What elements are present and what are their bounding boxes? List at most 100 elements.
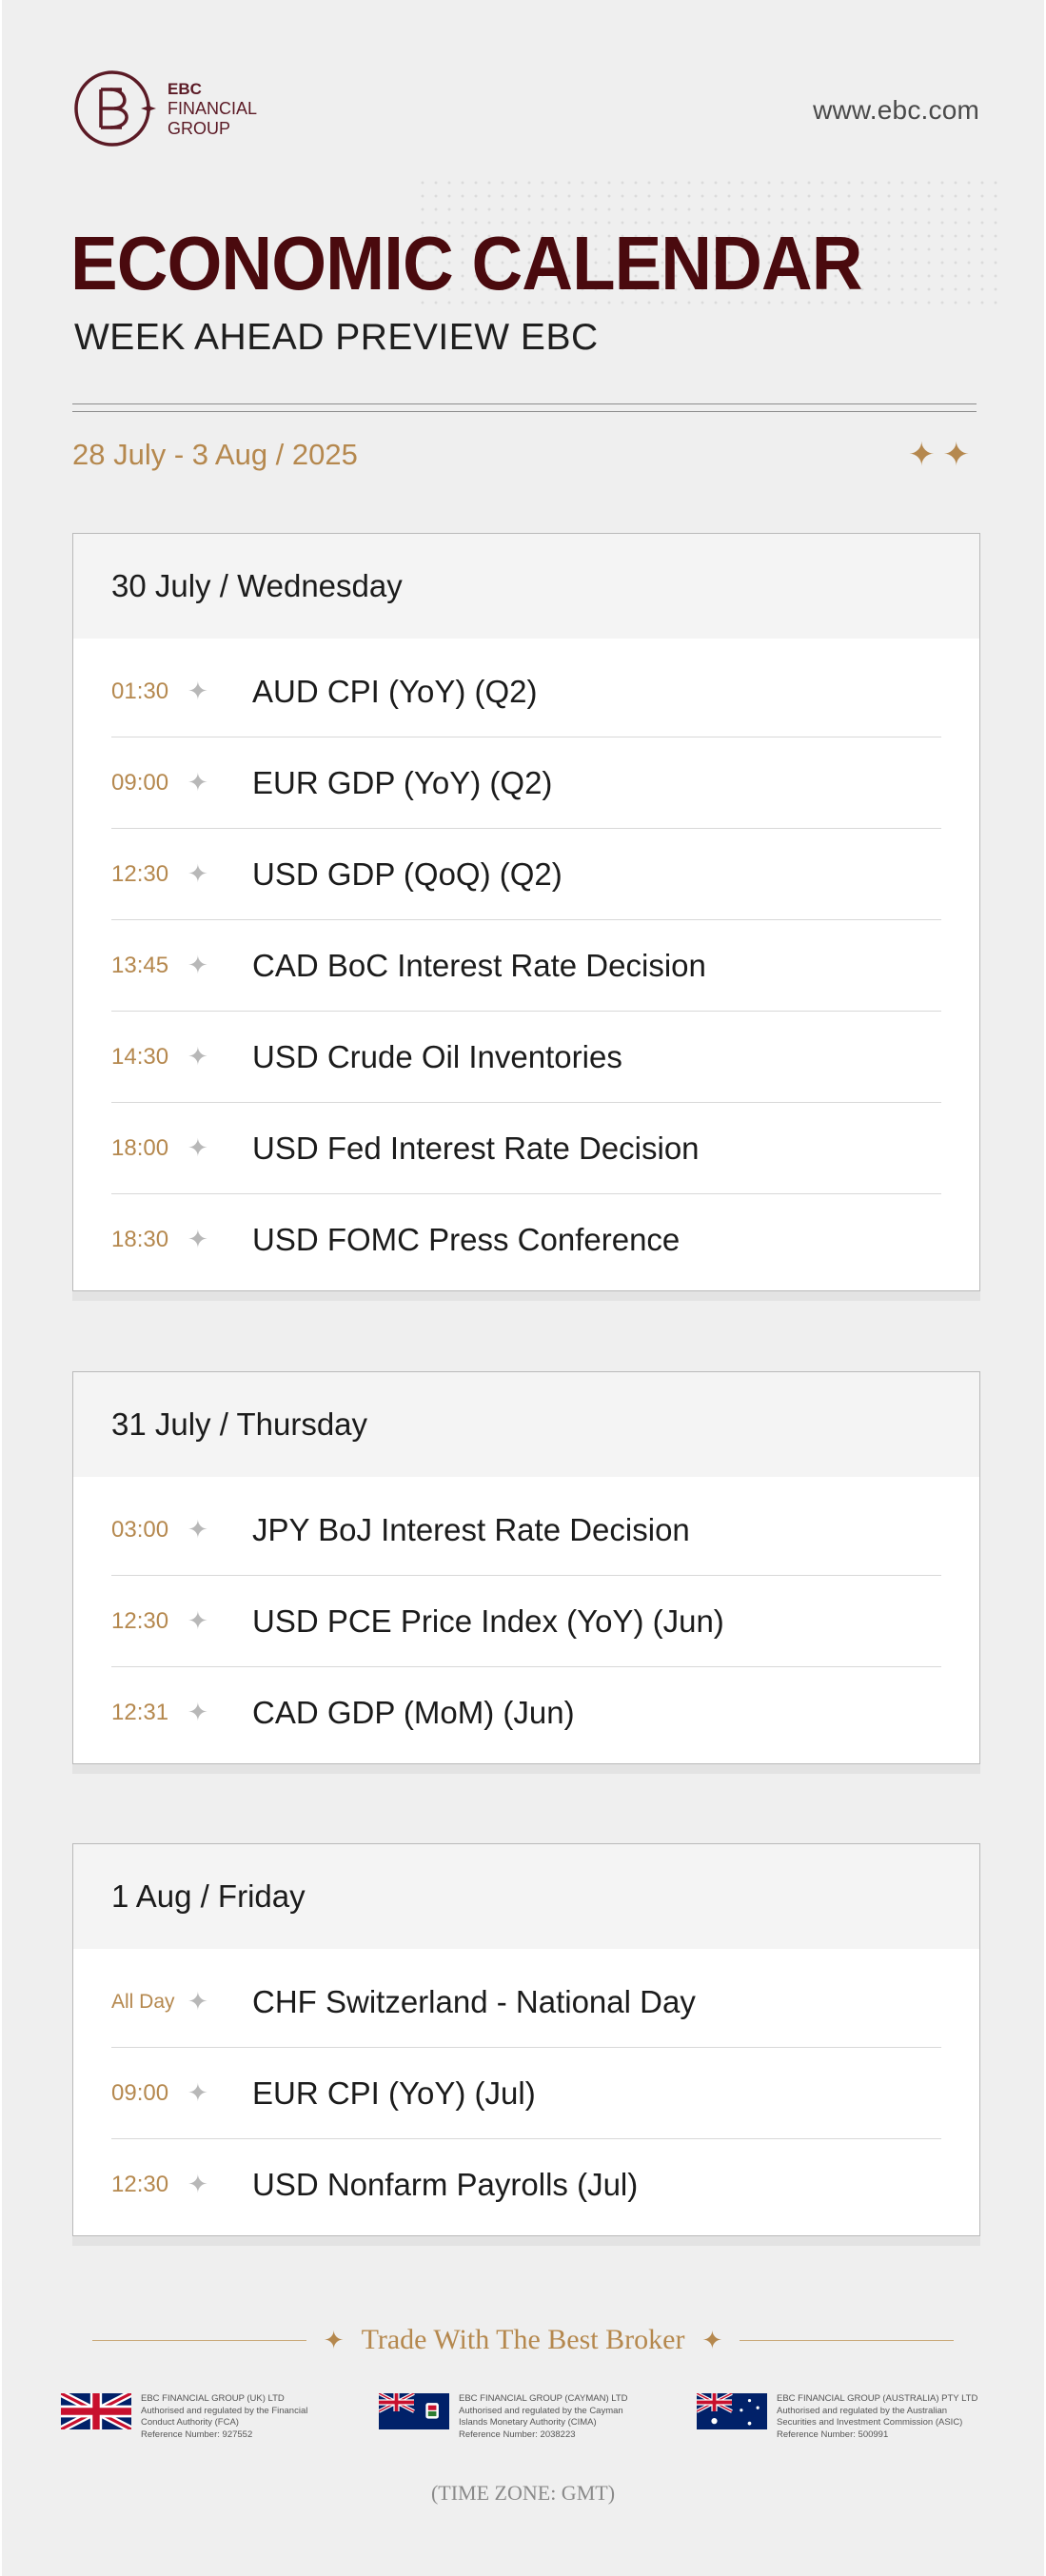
event-time: All Day xyxy=(111,1990,175,2013)
event-name: USD GDP (QoQ) (Q2) xyxy=(252,855,562,892)
regulator-detail: Islands Monetary Authority (CIMA) xyxy=(459,2417,597,2428)
regulator-text: EBC FINANCIAL GROUP (AUSTRALIA) PTY LTD … xyxy=(777,2393,977,2441)
sparkle-icon: ✦ xyxy=(187,1515,208,1544)
ebc-logo: EBC FINANCIAL GROUP xyxy=(72,67,257,150)
event-row: 12:30 ✦ USD GDP (QoQ) (Q2) xyxy=(111,829,941,920)
event-row: 12:31 ✦ CAD GDP (MoM) (Jun) xyxy=(111,1667,941,1758)
event-name: USD Crude Oil Inventories xyxy=(252,1038,622,1074)
day-header: 1 Aug / Friday xyxy=(73,1844,979,1949)
logo-wordmark: EBC FINANCIAL GROUP xyxy=(168,79,257,139)
event-row: 03:00 ✦ JPY BoJ Interest Rate Decision xyxy=(111,1485,941,1576)
event-list: 01:30 ✦ AUD CPI (YoY) (Q2) 09:00 ✦ EUR GDP (… xyxy=(73,639,979,1290)
regulator-detail: Securities and Investment Commission (AS… xyxy=(777,2417,963,2428)
event-name: CAD BoC Interest Rate Decision xyxy=(252,947,706,983)
event-time: 09:00 xyxy=(111,2079,169,2106)
sparkle-icon: ✦ xyxy=(187,2170,208,2198)
event-row: 12:30 ✦ USD PCE Price Index (YoY) (Jun) xyxy=(111,1576,941,1667)
sparkle-icon: ✦ xyxy=(323,2325,345,2354)
event-time: 14:30 xyxy=(111,1043,169,1070)
event-row: 09:00 ✦ EUR CPI (YoY) (Jul) xyxy=(111,2048,941,2139)
event-name: EUR CPI (YoY) (Jul) xyxy=(252,2075,536,2111)
tagline: Trade With The Best Broker xyxy=(361,2324,685,2355)
event-row: All Day ✦ CHF Switzerland - National Day xyxy=(111,1957,941,2048)
regulator-entity: EBC FINANCIAL GROUP (CAYMAN) LTD xyxy=(459,2393,628,2404)
event-name: CHF Switzerland - National Day xyxy=(252,1983,696,2019)
event-time: 12:30 xyxy=(111,860,169,887)
event-time: 12:30 xyxy=(111,1607,169,1634)
logo-line-1: EBC xyxy=(168,79,202,98)
event-list: All Day ✦ CHF Switzerland - National Day 0… xyxy=(73,1949,979,2235)
event-time: 12:31 xyxy=(111,1699,169,1725)
sparkle-icon: ✦ xyxy=(187,1133,208,1162)
event-time: 12:30 xyxy=(111,2171,169,2197)
sparkle-icon: ✦ xyxy=(187,677,208,705)
sparkle-icon: ✦ xyxy=(187,951,208,979)
sparkle-icon: ✦ xyxy=(187,1225,208,1253)
tagline-section: ✦ Trade With The Best Broker ✦ xyxy=(2,2324,1044,2356)
sparkle-icon: ✦ xyxy=(187,1698,208,1726)
event-time: 13:45 xyxy=(111,952,169,978)
sparkle-icon: ✦ xyxy=(701,2325,723,2354)
sparkle-icon: ✦ xyxy=(187,1042,208,1071)
event-list: 03:00 ✦ JPY BoJ Interest Rate Decision 12:… xyxy=(73,1477,979,1763)
regulator-text: EBC FINANCIAL GROUP (CAYMAN) LTD Authori… xyxy=(459,2393,628,2441)
regulator-reference: Reference Number: 2038223 xyxy=(459,2429,576,2440)
regulator-list: EBC FINANCIAL GROUP (UK) LTD Authorised … xyxy=(61,2393,978,2441)
event-name: JPY BoJ Interest Rate Decision xyxy=(252,1511,690,1547)
regulator-detail: Authorised and regulated by the Australi… xyxy=(777,2405,948,2416)
event-time: 09:00 xyxy=(111,769,169,796)
date-range: 28 July - 3 Aug / 2025 xyxy=(72,438,358,471)
event-name: USD Fed Interest Rate Decision xyxy=(252,1130,700,1166)
day-card-friday: 1 Aug / Friday All Day ✦ CHF Switzerland -… xyxy=(72,1843,980,2236)
divider-line xyxy=(72,411,977,412)
sparkle-icon: ✦ xyxy=(187,859,208,888)
divider-line xyxy=(72,403,977,404)
event-row: 01:30 ✦ AUD CPI (YoY) (Q2) xyxy=(111,646,941,737)
regulator-entity: EBC FINANCIAL GROUP (AUSTRALIA) PTY LTD xyxy=(777,2393,978,2404)
event-name: USD FOMC Press Conference xyxy=(252,1221,681,1257)
sparkle-icon: ✦ xyxy=(187,768,208,796)
cayman-flag-icon xyxy=(379,2393,449,2429)
dot-pattern-decoration xyxy=(416,176,1006,309)
event-time: 01:30 xyxy=(111,678,169,704)
regulator-detail: Authorised and regulated by the Financia… xyxy=(141,2405,308,2416)
sparkle-icon: ✦ xyxy=(187,2078,208,2107)
event-name: CAD GDP (MoM) (Jun) xyxy=(252,1694,575,1730)
regulator-text: EBC FINANCIAL GROUP (UK) LTD Authorised … xyxy=(141,2393,307,2441)
website-link[interactable]: www.ebc.com xyxy=(813,95,979,125)
regulator-detail: Conduct Authority (FCA) xyxy=(141,2417,239,2428)
event-time: 18:30 xyxy=(111,1226,169,1252)
event-row: 14:30 ✦ USD Crude Oil Inventories xyxy=(111,1012,941,1103)
page-title: ECONOMIC CALENDAR xyxy=(70,221,862,305)
event-row: 13:45 ✦ CAD BoC Interest Rate Decision xyxy=(111,920,941,1012)
logo-line-3: GROUP xyxy=(168,118,231,138)
event-row: 18:00 ✦ USD Fed Interest Rate Decision xyxy=(111,1103,941,1194)
event-time: 03:00 xyxy=(111,1516,169,1543)
regulator-entity: EBC FINANCIAL GROUP (UK) LTD xyxy=(141,2393,285,2404)
event-row: 18:30 ✦ USD FOMC Press Conference xyxy=(111,1194,941,1285)
sparkle-icon: ✦ xyxy=(187,1987,208,2016)
event-row: 12:30 ✦ USD Nonfarm Payrolls (Jul) xyxy=(111,2139,941,2230)
day-card-wednesday: 30 July / Wednesday 01:30 ✦ AUD CPI (YoY) … xyxy=(72,533,980,1291)
regulator-uk: EBC FINANCIAL GROUP (UK) LTD Authorised … xyxy=(61,2393,343,2441)
event-name: EUR GDP (YoY) (Q2) xyxy=(252,764,553,800)
regulator-reference: Reference Number: 500991 xyxy=(777,2429,889,2440)
regulator-cayman: EBC FINANCIAL GROUP (CAYMAN) LTD Authori… xyxy=(379,2393,661,2441)
timezone-note: (TIME ZONE: GMT) xyxy=(430,2481,616,2505)
event-name: USD Nonfarm Payrolls (Jul) xyxy=(252,2166,639,2202)
regulator-reference: Reference Number: 927552 xyxy=(141,2429,253,2440)
regulator-australia: EBC FINANCIAL GROUP (AUSTRALIA) PTY LTD … xyxy=(697,2393,978,2441)
page-subtitle: WEEK AHEAD PREVIEW EBC xyxy=(74,317,599,358)
australia-flag-icon xyxy=(697,2393,767,2429)
sparkle-icon: ✦ xyxy=(187,1606,208,1635)
event-time: 18:00 xyxy=(111,1134,169,1161)
regulator-detail: Authorised and regulated by the Cayman xyxy=(459,2405,623,2416)
day-card-thursday: 31 July / Thursday 03:00 ✦ JPY BoJ Interes… xyxy=(72,1371,980,1764)
divider-line xyxy=(740,2339,955,2341)
sparkle-icon: ✦✦ xyxy=(908,437,977,473)
ebc-logo-icon xyxy=(74,70,156,147)
uk-flag-icon xyxy=(61,2393,131,2429)
event-row: 09:00 ✦ EUR GDP (YoY) (Q2) xyxy=(111,737,941,829)
event-name: AUD CPI (YoY) (Q2) xyxy=(252,673,538,709)
